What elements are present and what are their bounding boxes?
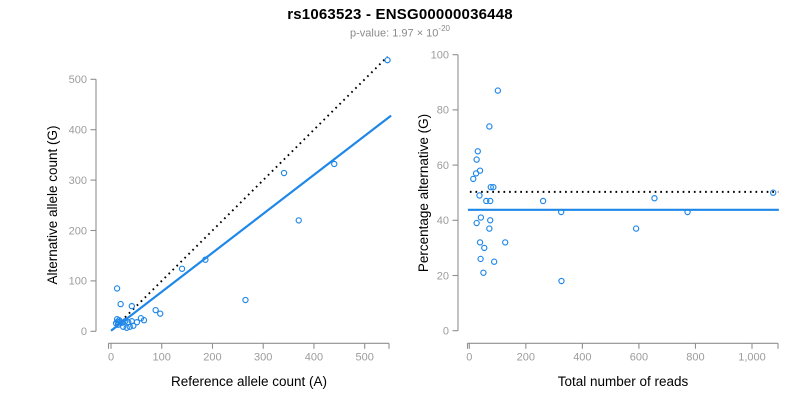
svg-text:1,000: 1,000: [738, 351, 766, 363]
data-point: [473, 219, 480, 227]
svg-text:80: 80: [437, 105, 449, 117]
data-point: [487, 217, 494, 224]
data-point: [487, 197, 494, 205]
data-point: [472, 170, 480, 177]
data-point: [481, 244, 488, 252]
data-point: [137, 315, 145, 322]
data-point: [114, 321, 122, 328]
data-point: [242, 296, 249, 304]
svg-text:200: 200: [203, 351, 221, 363]
data-point: [202, 256, 209, 263]
data-point: [476, 239, 484, 246]
data-point: [651, 195, 658, 202]
svg-text:300: 300: [254, 351, 272, 363]
data-point: [470, 175, 477, 183]
right-scatter-plot: 0 20 40 60 80 100 0 200 400 600 800 1,000 Total numb…: [416, 50, 779, 389]
pvalue-subtitle: p-value: 1.97 × 10-20: [0, 24, 800, 40]
data-points: [470, 87, 777, 285]
x-axis: [107, 342, 390, 349]
data-point: [486, 123, 493, 130]
data-point: [487, 184, 494, 191]
svg-text:100: 100: [153, 351, 171, 363]
data-point: [295, 217, 302, 224]
svg-text:500: 500: [69, 74, 87, 86]
left-scatter-plot: 0 100 200 300 400 500 0 100 200 300 400 500 Referenc…: [45, 55, 392, 389]
x-axis: [466, 342, 779, 349]
svg-text:60: 60: [437, 160, 449, 172]
data-point: [476, 192, 483, 199]
data-point: [558, 208, 565, 216]
pvalue-exponent: -20: [438, 24, 450, 33]
svg-text:0: 0: [81, 326, 87, 338]
data-point: [128, 302, 135, 310]
data-point: [473, 156, 480, 163]
pvalue-label: p-value:: [350, 27, 393, 40]
data-point: [770, 189, 777, 196]
data-point: [480, 269, 487, 276]
svg-text:40: 40: [437, 215, 449, 227]
data-point: [539, 197, 547, 205]
data-point: [491, 258, 498, 265]
svg-text:500: 500: [356, 351, 374, 363]
data-points: [112, 56, 391, 331]
data-point: [486, 225, 493, 232]
svg-text:0: 0: [108, 351, 114, 363]
data-point: [152, 306, 159, 314]
data-point: [502, 239, 509, 246]
svg-text:100: 100: [69, 276, 87, 288]
figure-title: rs1063523 - ENSG00000036448: [287, 6, 513, 23]
data-point: [684, 208, 691, 216]
data-point: [477, 214, 485, 221]
data-point: [558, 277, 565, 285]
svg-text:100: 100: [431, 50, 449, 62]
data-point: [157, 310, 164, 317]
svg-text:600: 600: [630, 351, 648, 363]
data-point: [331, 160, 338, 168]
data-point: [178, 265, 186, 272]
svg-text:300: 300: [69, 175, 87, 187]
svg-text:400: 400: [69, 125, 87, 137]
y-axis-title: Alternative allele count (G): [45, 125, 60, 284]
svg-text:200: 200: [517, 351, 535, 363]
y-axis: [452, 54, 459, 332]
svg-text:400: 400: [305, 351, 323, 363]
data-point: [477, 255, 484, 263]
x-tick-labels: 0 200 400 600 800 1,000: [466, 351, 766, 363]
data-point: [483, 197, 490, 205]
data-point: [632, 225, 640, 232]
data-point: [122, 318, 129, 325]
fit-line: [110, 114, 392, 332]
data-point: [113, 285, 121, 292]
x-axis-title: Reference allele count (A): [171, 374, 327, 389]
y-tick-labels: 0 100 200 300 400 500: [69, 74, 87, 338]
data-point: [133, 319, 141, 326]
x-axis-title: Total number of reads: [558, 374, 689, 389]
data-point: [117, 300, 124, 308]
data-point: [384, 56, 391, 64]
svg-text:0: 0: [443, 326, 449, 338]
data-point: [123, 324, 130, 331]
y-tick-labels: 0 20 40 60 80 100: [431, 50, 449, 338]
data-point: [280, 169, 288, 177]
pvalue-times-ten: × 10: [413, 27, 439, 40]
data-point: [126, 323, 133, 330]
y-axis: [90, 78, 97, 332]
y-axis-title: Percentage alternative (G): [416, 114, 431, 272]
pvalue-mantissa: 1.97: [392, 27, 414, 40]
svg-text:200: 200: [69, 225, 87, 237]
data-point: [494, 87, 502, 94]
svg-text:800: 800: [686, 351, 704, 363]
data-point: [120, 323, 127, 330]
svg-text:20: 20: [437, 270, 449, 282]
svg-text:0: 0: [466, 351, 472, 363]
reference-line: [112, 55, 389, 330]
data-point: [130, 322, 137, 329]
data-point: [490, 184, 497, 191]
svg-text:400: 400: [573, 351, 591, 363]
x-tick-labels: 0 100 200 300 400 500: [108, 351, 374, 363]
data-point: [474, 148, 481, 155]
